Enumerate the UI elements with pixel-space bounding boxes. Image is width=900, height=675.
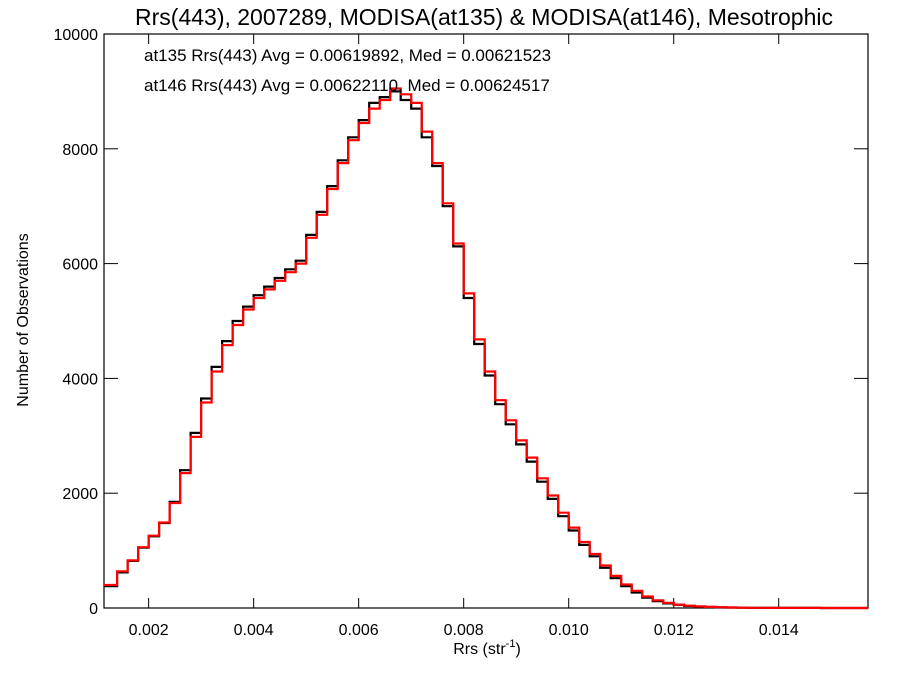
y-tick-label: 4000: [62, 371, 98, 388]
plot-frame: [103, 33, 869, 609]
x-tick-label: 0.002: [129, 622, 169, 639]
y-tick-label: 0: [89, 601, 98, 618]
x-tick-label: 0.014: [759, 622, 799, 639]
x-tick-label: 0.008: [444, 622, 484, 639]
legend-annotation-at135: at135 Rrs(443) Avg = 0.00619892, Med = 0…: [144, 46, 551, 65]
x-tick-label: 0.010: [549, 622, 589, 639]
y-tick-label: 6000: [62, 257, 98, 274]
plot-border: [103, 33, 869, 609]
x-tick-label: 0.012: [654, 622, 694, 639]
y-tick-label: 2000: [62, 486, 98, 503]
y-tick-label: 10000: [54, 27, 99, 44]
x-axis-label: Rrs (str-1): [453, 638, 521, 658]
series-at146-line: [104, 87, 868, 610]
legend-annotation-at146: at146 Rrs(443) Avg = 0.00622110, Med = 0…: [144, 76, 550, 95]
y-axis-label: Number of Observations: [15, 233, 32, 406]
chart-title: Rrs(443), 2007289, MODISA(at135) & MODIS…: [135, 4, 833, 30]
series-layer: [104, 87, 868, 610]
x-tick-label: 0.006: [339, 622, 379, 639]
x-axis: 0.002 0.004 0.006 0.008 0.010 0.012 0.014: [129, 34, 799, 639]
y-axis: 0 2000 4000 6000 8000 10000: [54, 27, 868, 618]
y-tick-label: 8000: [62, 142, 98, 159]
x-tick-label: 0.004: [234, 622, 274, 639]
